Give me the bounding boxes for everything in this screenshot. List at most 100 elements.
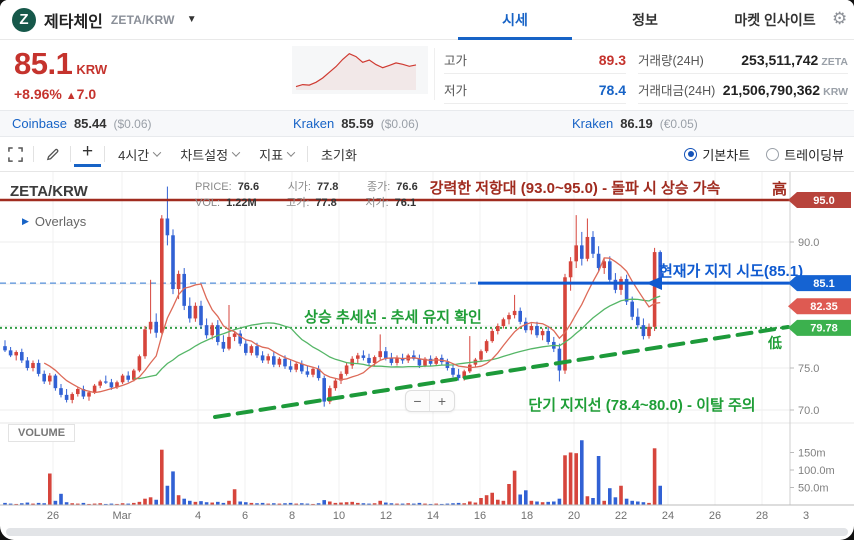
up-arrow-icon: ▲: [65, 90, 77, 102]
sparkline-fill: [296, 53, 416, 90]
divider: [70, 146, 71, 162]
price-section: 85.1 KRW +8.96% ▲7.0 고가 89.3 거래량(24H) 253…: [0, 40, 854, 110]
exchange-price: 86.19: [620, 116, 653, 131]
overlays-toggle[interactable]: ▶ Overlays: [22, 214, 86, 229]
support-annotation: 단기 지지선 (78.4~80.0) - 이탈 주의: [528, 396, 755, 414]
radio-label: 기본차트: [702, 147, 751, 163]
indicators-dropdown[interactable]: 지표: [249, 145, 304, 164]
stat-unit-volume: ZETA: [821, 56, 848, 68]
svg-text:24: 24: [662, 510, 674, 522]
exchange-coinbase[interactable]: Coinbase 85.44 ($0.06): [12, 116, 152, 131]
resistance-annotation: 강력한 저항대 (93.0~95.0) - 돌파 시 상승 가속: [430, 179, 721, 197]
overlays-label: Overlays: [34, 214, 87, 229]
horizontal-scrollbar[interactable]: [6, 528, 848, 536]
tab-info[interactable]: 정보: [632, 12, 658, 28]
chart-settings-label: 차트설정: [180, 147, 229, 163]
price-tag: [788, 298, 851, 315]
gear-icon[interactable]: ⚙: [832, 9, 848, 28]
zoom-in-button[interactable]: +: [437, 393, 447, 409]
price-axis: 90.0 75.0 70.0 150m 100.0m 50.0m: [0, 172, 854, 506]
svg-text:26: 26: [47, 510, 59, 522]
candlestick-chart-canvas[interactable]: 강력한 저항대 (93.0~95.0) - 돌파 시 상승 가속 高 현재가 지지 …: [0, 172, 854, 540]
exchange-diff: ($0.06): [380, 117, 419, 131]
timeframe-dropdown[interactable]: 4시간: [108, 145, 170, 164]
coin-logo-icon: Z: [12, 7, 36, 32]
chart-toolbar: + 4시간 차트설정 지표 초기화 기본차트 트레이딩뷰: [0, 137, 854, 172]
stat-label-volume: 거래량(24H): [638, 54, 704, 68]
svg-text:14: 14: [427, 510, 439, 522]
legend-low-label: 저가:: [365, 197, 389, 209]
price-currency: KRW: [76, 62, 108, 77]
reset-button[interactable]: 초기화: [321, 147, 357, 163]
divider: [434, 48, 435, 100]
radio-basic-chart[interactable]: 기본차트: [684, 145, 750, 164]
tab-market-insight[interactable]: 마켓 인사이트: [734, 12, 816, 28]
legend-vol-label: VOL:: [195, 197, 221, 209]
exchange-diff: ($0.06): [113, 117, 152, 131]
stat-value-low: 78.4: [598, 82, 626, 98]
zoom-out-button[interactable]: −: [406, 391, 430, 411]
legend-close-label: 종가:: [366, 181, 391, 193]
draw-pencil-icon[interactable]: [37, 140, 67, 168]
legend-high-label: 고가:: [286, 197, 310, 209]
sparkline-line: [295, 52, 417, 88]
tab-price[interactable]: 시세: [440, 0, 590, 40]
ohlc-legend: PRICE: 76.6 시가: 77.8 종가: 76.6 VOL: 1.22M…: [195, 179, 440, 211]
price-tag: [788, 275, 851, 292]
stat-label-high: 고가: [444, 54, 468, 68]
chart-symbol-watermark: ZETA/KRW: [10, 183, 88, 200]
grid-layer: [0, 172, 854, 505]
svg-text:4: 4: [195, 510, 201, 522]
sparkline-svg: [295, 52, 417, 90]
exchange-name: Kraken: [572, 116, 614, 131]
ma-fast-line: [43, 257, 661, 394]
exchange-name: Coinbase: [12, 116, 67, 131]
uptrend-annotation: 상승 추세선 - 추세 유지 확인: [304, 308, 482, 326]
chevron-down-icon: [231, 148, 241, 157]
fullscreen-icon[interactable]: [0, 140, 30, 168]
zoom-controls: − +: [405, 390, 455, 412]
svg-text:90.0: 90.0: [798, 237, 819, 249]
chart-type-radios: 기본차트 트레이딩뷰: [684, 145, 844, 164]
legend-open-label: 시가:: [287, 181, 311, 193]
chevron-down-icon: [153, 148, 162, 157]
stat-label-low: 저가: [444, 84, 468, 98]
legend-price-value: 76.6: [237, 181, 260, 193]
stats-table: 고가 89.3 거래량(24H) 253,511,742 ZETA 저가 78.…: [434, 44, 848, 104]
coin-selector[interactable]: Z 제타체인 ZETA/KRW ▼: [0, 7, 197, 32]
svg-text:3: 3: [803, 510, 809, 522]
coin-name: 제타체인: [44, 13, 103, 31]
stat-unit-value: KRW: [823, 86, 848, 98]
radio-unselected-icon: [766, 147, 780, 161]
divider: [33, 146, 34, 162]
legend-low-value: 76.1: [394, 197, 417, 209]
svg-text:95.0: 95.0: [813, 195, 834, 207]
support-trendline: [213, 325, 790, 419]
price-tag: [788, 319, 851, 336]
svg-text:150m: 150m: [798, 448, 826, 460]
svg-text:Mar: Mar: [113, 510, 132, 522]
volume-bars-layer: [3, 440, 662, 505]
current-price: 85.1 KRW: [14, 46, 107, 82]
svg-text:12: 12: [380, 510, 392, 522]
exchange-diff: (€0.05): [659, 117, 698, 131]
add-indicator-button[interactable]: +: [74, 141, 102, 167]
exchange-kraken-usd[interactable]: Kraken 85.59 ($0.06): [293, 116, 419, 131]
price-tags-layer: 95.0 85.1 82.35 79.78: [788, 192, 851, 336]
chart-settings-dropdown[interactable]: 차트설정: [170, 145, 249, 164]
svg-text:6: 6: [242, 510, 248, 522]
exchange-kraken-eur[interactable]: Kraken 86.19 (€0.05): [572, 116, 698, 131]
high-marker: 高: [772, 180, 787, 198]
exchange-price: 85.44: [73, 116, 107, 131]
radio-tradingview[interactable]: 트레이딩뷰: [766, 145, 844, 164]
svg-text:16: 16: [474, 510, 486, 522]
radio-label: 트레이딩뷰: [784, 147, 844, 163]
legend-open-value: 77.8: [316, 181, 339, 193]
svg-text:18: 18: [521, 510, 533, 522]
time-axis: 26 Mar 4 6 8 10 12 14 16 18 20 22 24 26 28 3: [47, 510, 809, 522]
svg-text:10: 10: [333, 510, 345, 522]
svg-text:28: 28: [756, 510, 768, 522]
chevron-down-icon[interactable]: ▼: [186, 14, 197, 25]
price-change: +8.96% ▲7.0: [14, 86, 96, 102]
